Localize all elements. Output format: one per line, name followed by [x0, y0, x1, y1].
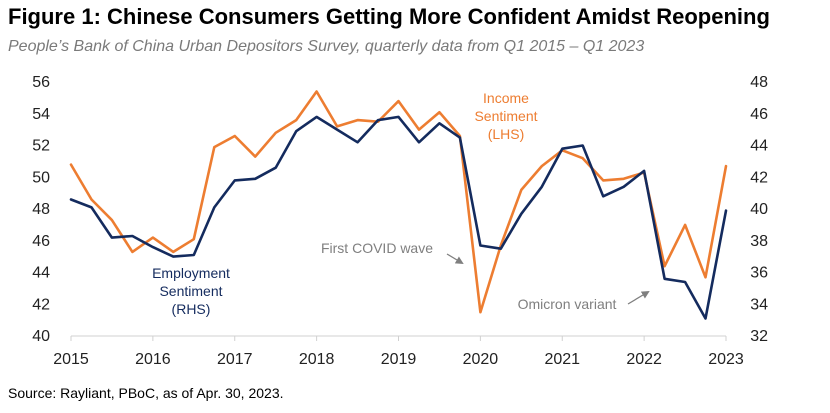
x-tick-label: 2018	[299, 351, 335, 368]
x-tick-label: 2020	[463, 351, 499, 368]
annotations: First COVID wave Omicron variant	[321, 240, 650, 312]
x-tick-label: 2017	[217, 351, 253, 368]
left-tick-label: 44	[32, 265, 50, 282]
annotation-omicron-arrow	[627, 290, 650, 305]
right-tick-label: 38	[750, 233, 768, 250]
x-tick-label: 2019	[381, 351, 417, 368]
annotation-first-covid-arrow	[446, 253, 464, 265]
source-note: Source: Rayliant, PBoC, as of Apr. 30, 2…	[8, 385, 284, 401]
annotation-first-covid-label: First COVID wave	[321, 240, 433, 256]
right-tick-label: 44	[750, 138, 768, 155]
left-tick-label: 42	[32, 296, 50, 313]
left-tick-label: 46	[32, 233, 50, 250]
series-line-income	[69, 90, 728, 314]
chart-title: Figure 1: Chinese Consumers Getting More…	[8, 4, 770, 29]
right-tick-label: 32	[750, 328, 768, 345]
series-label-income: Income Sentiment (LHS)	[474, 90, 537, 142]
series-label-employment: Employment Sentiment (RHS)	[152, 265, 230, 317]
annotation-omicron-label: Omicron variant	[518, 296, 617, 312]
left-tick-label: 52	[32, 138, 50, 155]
left-axis: 40 42 44 46 48 50 52 54 56	[32, 74, 50, 345]
chart-subtitle: People’s Bank of China Urban Depositors …	[8, 38, 645, 55]
series-labels: Income Sentiment (LHS) Employment Sentiment(…	[152, 90, 538, 317]
left-tick-label: 56	[32, 74, 50, 91]
left-tick-label: 50	[32, 169, 50, 186]
right-tick-label: 48	[750, 74, 768, 91]
right-tick-label: 36	[750, 265, 768, 282]
right-tick-label: 40	[750, 201, 768, 218]
right-tick-label: 46	[750, 106, 768, 123]
x-tick-label: 2015	[53, 351, 89, 368]
x-tick-label: 2022	[626, 351, 662, 368]
x-axis: 2015 2016 2017 2018 2019 2020 2021 2022 2023	[53, 336, 744, 368]
right-tick-label: 42	[750, 169, 768, 186]
left-tick-label: 40	[32, 328, 50, 345]
right-axis: 32 34 36 38 40 42 44 46 48	[750, 74, 768, 345]
right-tick-label: 34	[750, 296, 768, 313]
x-tick-label: 2021	[544, 351, 580, 368]
x-tick-label: 2023	[708, 351, 744, 368]
left-tick-label: 48	[32, 201, 50, 218]
series-line-employment	[69, 115, 728, 320]
left-tick-label: 54	[32, 106, 50, 123]
x-tick-label: 2016	[135, 351, 171, 368]
series-lines	[69, 90, 728, 320]
